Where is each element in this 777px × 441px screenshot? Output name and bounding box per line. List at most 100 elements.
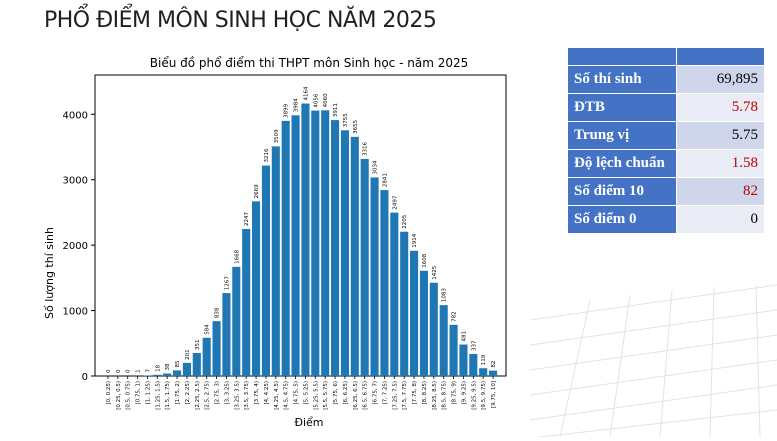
bar-value-label: 3034: [373, 160, 379, 174]
histogram-bar: [420, 271, 428, 376]
histogram-bar: [292, 115, 300, 376]
x-tick-label: [5, 5.25): [303, 381, 309, 405]
y-tick-label: 3000: [63, 176, 88, 187]
x-tick-label: [2, 2.25): [185, 381, 191, 405]
histogram-bar: [380, 190, 388, 376]
histogram-bar: [282, 121, 290, 376]
stats-value: 0: [677, 206, 764, 234]
histogram-bar: [183, 363, 191, 376]
histogram-bar: [440, 305, 448, 376]
stats-value: 1.58: [677, 150, 764, 178]
x-tick-label: [7.5, 7.75): [402, 381, 408, 410]
histogram-bar: [331, 120, 339, 376]
bar-value-label: 4164: [303, 86, 309, 100]
x-tick-label: [4.5, 4.75): [284, 381, 290, 410]
histogram-bar: [489, 371, 497, 376]
bar-value-label: 18: [155, 364, 161, 371]
histogram-bar: [371, 177, 379, 376]
bar-value-label: 1083: [442, 288, 448, 302]
x-tick-label: [0, 0.25): [106, 381, 112, 405]
bar-value-label: 2205: [402, 214, 408, 228]
bar-value-label: 4060: [323, 93, 329, 107]
histogram-bar: [203, 338, 211, 376]
bar-value-label: 3984: [294, 98, 300, 112]
bar-value-label: 38: [165, 363, 171, 370]
histogram-bar: [163, 374, 171, 376]
histogram-bar: [213, 321, 221, 376]
bar-value-label: 1914: [412, 233, 418, 247]
stats-label: Số điểm 0: [568, 206, 677, 234]
x-tick-label: [9.5, 9.75): [481, 381, 487, 410]
stats-header-row: [568, 48, 764, 66]
stats-value: 82: [677, 178, 764, 206]
x-tick-label: [1.75, 2): [175, 381, 181, 405]
histogram-bar: [351, 137, 359, 376]
x-tick-label: [7, 7.25): [382, 381, 388, 405]
y-tick-label: 1000: [63, 307, 88, 318]
x-tick-label: [8, 8.25): [422, 381, 428, 405]
x-tick-label: [7.25, 7.5): [392, 381, 398, 410]
x-tick-label: [8.25, 8.5): [432, 381, 438, 410]
bar-value-label: 2669: [254, 184, 260, 198]
x-tick-label: [3.75, 4): [254, 381, 260, 405]
bar-value-label: 351: [195, 340, 201, 351]
x-tick-label: [2.75, 3): [215, 381, 221, 405]
x-axis-label: Điểm: [294, 416, 323, 429]
bar-value-label: 119: [481, 354, 487, 365]
bar-value-label: 2841: [382, 173, 388, 187]
y-tick-label: 4000: [63, 110, 88, 121]
bar-value-label: 838: [215, 307, 221, 318]
bar-value-label: 85: [175, 360, 181, 367]
bar-value-label: 201: [185, 349, 191, 360]
bar-value-label: 1668: [234, 249, 240, 263]
chart-title: Biểu đồ phổ điểm thi THPT môn Sinh học -…: [150, 56, 469, 70]
bar-value-label: 1425: [432, 265, 438, 279]
bar-value-label: 337: [471, 340, 477, 351]
x-tick-label: [7.75, 8): [412, 381, 418, 405]
x-tick-label: [1, 1.25): [145, 381, 151, 405]
stats-label: Số điểm 10: [568, 178, 677, 206]
bar-value-label: 3655: [353, 119, 359, 133]
x-tick-label: [6.25, 6.5): [353, 381, 359, 410]
histogram-bar: [361, 159, 369, 376]
histogram-bar: [321, 110, 329, 376]
x-tick-label: [3.25, 3.5): [234, 381, 240, 410]
bar-value-label: 2497: [392, 195, 398, 209]
x-tick-label: [0.75, 1): [136, 381, 142, 405]
histogram-bar: [262, 166, 270, 376]
bar-value-label: 3316: [363, 142, 369, 156]
bar-value-label: 1: [136, 369, 142, 373]
bar-value-label: 481: [461, 331, 467, 342]
x-tick-label: [1.5, 1.75): [165, 381, 171, 410]
x-tick-label: [1.25, 1.5): [155, 381, 161, 410]
slide-title: PHỔ ĐIỂM MÔN SINH HỌC NĂM 2025: [44, 8, 436, 33]
x-tick-label: [3.5, 3.75): [244, 381, 250, 410]
stats-label: Số thí sinh: [568, 66, 677, 94]
histogram-chart: Biểu đồ phổ điểm thi THPT môn Sinh học -…: [37, 48, 515, 437]
histogram-bar: [252, 201, 260, 376]
y-tick-label: 0: [82, 372, 88, 383]
histogram-bar: [232, 267, 240, 376]
bar-value-label: 7: [145, 369, 151, 373]
x-tick-label: [2.25, 2.5): [195, 381, 201, 410]
stats-value: 5.75: [677, 122, 764, 150]
chart-panel: Biểu đồ phổ điểm thi THPT môn Sinh học -…: [37, 48, 515, 437]
x-tick-label: [0.5, 0.75): [126, 381, 132, 410]
histogram-bar: [341, 130, 349, 376]
x-tick-label: [3, 3.25): [224, 381, 230, 405]
histogram-bar: [459, 345, 467, 376]
bar-value-label: 782: [452, 311, 458, 322]
x-tick-label: [8.5, 8.75): [442, 381, 448, 410]
x-tick-label: [6.5, 6.75): [363, 381, 369, 410]
histogram-bar: [301, 104, 309, 376]
histogram-bar: [311, 111, 319, 376]
bar-value-label: 3911: [333, 103, 339, 117]
histogram-bar: [222, 293, 230, 376]
histogram-bar: [193, 353, 201, 376]
